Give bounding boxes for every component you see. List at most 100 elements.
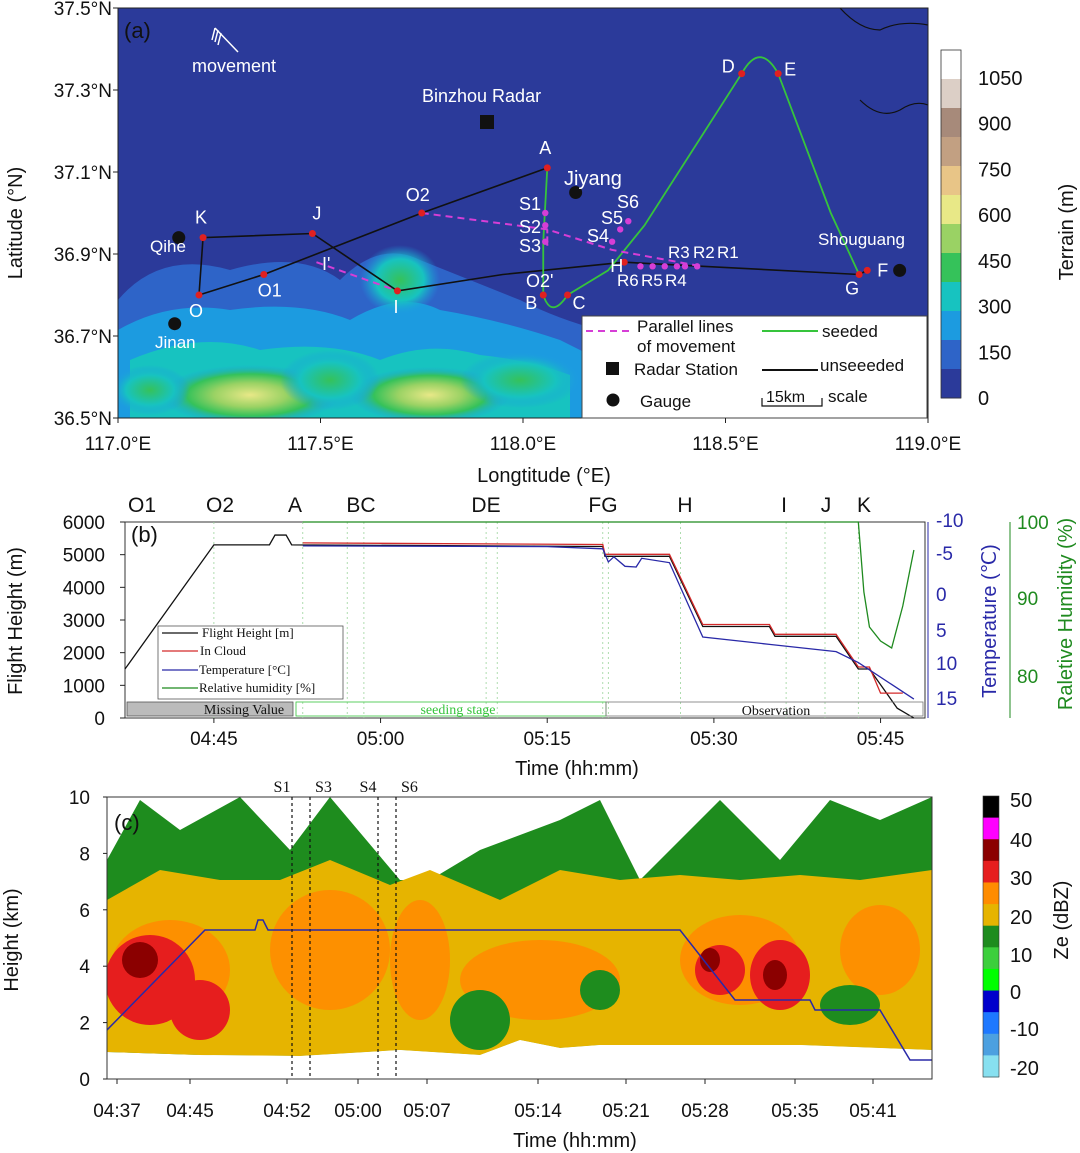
panel-b-y3label: Raletive Humidity (%) <box>1055 518 1077 710</box>
waypoint-b <box>539 291 547 299</box>
ze-colorbar-cell <box>983 860 999 883</box>
event-label: DE <box>471 494 500 517</box>
map-ytick-label: 37.5°N <box>54 0 112 20</box>
seeding-marker-label: S4 <box>360 779 377 796</box>
waypoint-f <box>863 266 871 274</box>
legend-parallel-label: Parallel lines <box>637 317 733 336</box>
waypoint-c <box>564 291 572 299</box>
ze-colorbar-cell <box>983 796 999 819</box>
map-xtick-label: 119.0°E <box>895 434 961 455</box>
waypoint-label-h: H <box>610 256 623 276</box>
ze-colorbar-cell <box>983 817 999 840</box>
b-rh-tick: 100 <box>1017 513 1049 534</box>
terrain-colorbar-cell <box>941 195 961 225</box>
terrain-colorbar-tick: 750 <box>978 159 1011 181</box>
c-xtick-label: 04:45 <box>166 1101 214 1122</box>
seeding-marker-label: S6 <box>401 779 418 796</box>
c-ytick-label: 10 <box>69 788 90 809</box>
b-xtick-label: 05:45 <box>857 729 905 750</box>
scale-value: 15km <box>766 389 805 406</box>
terrain-colorbar-cell <box>941 253 961 283</box>
b-ytick-label: 2000 <box>63 644 105 665</box>
release-label-r5: R5 <box>641 271 663 290</box>
waypoint-i <box>393 287 401 295</box>
gauge-label-jinan: Jinan <box>155 333 196 352</box>
b-ytick-label: 5000 <box>63 546 105 567</box>
waypoint-e <box>774 70 782 78</box>
c-ytick-label: 0 <box>79 1070 90 1091</box>
b-xtick-label: 05:30 <box>690 729 738 750</box>
terrain-colorbar-tick: 900 <box>978 114 1011 136</box>
ze-colorbar-frame <box>982 795 1000 1078</box>
reflectivity-heatmap <box>107 797 932 1079</box>
event-label: FG <box>588 494 617 517</box>
b-xtick-label: 05:15 <box>523 729 571 750</box>
b-temp-tick: 15 <box>936 689 957 710</box>
map-ytick-label: 36.5°N <box>54 409 112 430</box>
b-temp-tick: 10 <box>936 654 957 675</box>
b-temp-tick: -10 <box>936 511 963 532</box>
waypoint-j <box>308 230 316 237</box>
heat-below-cloud <box>107 1040 932 1079</box>
panel-b-y2label: Temperature (℃) <box>979 544 1001 698</box>
terrain-colorbar-cell <box>941 311 961 341</box>
seeding-label-s1: S1 <box>519 194 541 214</box>
terrain-colorbar-tick: 450 <box>978 251 1011 273</box>
release-label-r2: R2 <box>693 243 715 262</box>
ze-colorbar-title: Ze (dBZ) <box>1051 881 1073 960</box>
gauge-label-jiyang: Jiyang <box>564 168 622 190</box>
ze-colorbar: 50 40 30 20 10 0 -10 -20 <box>982 790 1039 1080</box>
c-xtick-label: 05:41 <box>849 1101 897 1122</box>
heat-darkred-zone <box>122 942 158 978</box>
movement-arrow-icon <box>211 27 239 53</box>
b-rh-tick: 90 <box>1017 589 1038 610</box>
heat-lowgreen-zone <box>450 990 510 1050</box>
terrain-colorbar-frame <box>940 49 962 399</box>
legend-parallel-label-2: of movement <box>637 337 736 356</box>
label-i-prime: I' <box>322 254 330 274</box>
c-xtick-label: 05:00 <box>334 1101 382 1122</box>
legend-radar-swatch <box>606 362 619 375</box>
ze-colorbar-tick: 40 <box>1010 830 1032 852</box>
seeded-track <box>542 56 860 309</box>
unseeded-track-2 <box>198 167 548 296</box>
legend-temp-label: Temperature [°C] <box>199 662 290 677</box>
terrain-colorbar: 0 150 300 450 600 750 900 1050 <box>940 49 1023 410</box>
map-axes: 117.0°E 117.5°E 118.0°E 118.5°E 119.0°E 36.5°… <box>54 0 962 455</box>
map-ylabel: Latitude (°N) <box>5 167 27 280</box>
terrain-colorbar-tick: 1050 <box>978 68 1023 90</box>
panel-c-frame <box>106 796 933 1080</box>
seeding-label-s4: S4 <box>587 226 609 246</box>
b-temp-tick: -5 <box>936 544 953 565</box>
ze-colorbar-tick: 0 <box>1010 982 1021 1004</box>
legend-radar-label: Radar Station <box>634 360 738 379</box>
stage-observation-label: Observation <box>742 704 810 719</box>
heat-orange-zone <box>390 900 450 1020</box>
legend-seeded-label: seeded <box>822 322 878 341</box>
map-ytick-label: 36.7°N <box>54 327 112 348</box>
event-label: J <box>821 494 832 517</box>
legend-rh-label: Relative humidity [%] <box>199 680 315 695</box>
seeding-label-s3: S3 <box>519 236 541 256</box>
radar-reflectivity-panel: (c) S1 S3 S4 S6 0 2 4 6 8 10 04:37 04:45 04:52 05:00 0… <box>1 779 1073 1152</box>
heat-orange-zone <box>270 890 390 1010</box>
panel-b-label: (b) <box>131 522 158 547</box>
legend-height-label: Flight Height [m] <box>202 625 294 640</box>
b-ytick-label: 4000 <box>63 578 105 599</box>
terrain-colorbar-cell <box>941 50 961 80</box>
ze-colorbar-cell <box>983 904 999 927</box>
event-label: K <box>857 494 871 517</box>
series-line-height <box>124 534 915 719</box>
ze-colorbar-cell <box>983 1033 999 1056</box>
ze-colorbar-cell <box>983 1055 999 1078</box>
legend-gauge-label: Gauge <box>640 392 691 411</box>
c-flight-track <box>107 919 932 1061</box>
event-label: O2 <box>206 494 234 517</box>
map-ytick-label: 36.9°N <box>54 245 112 266</box>
terrain-colorbar-cell <box>941 166 961 196</box>
terrain-colorbar-cell <box>941 108 961 138</box>
heat-lowgreen-zone <box>580 970 620 1010</box>
waypoint-o <box>195 291 203 299</box>
radar-station-marker <box>480 115 494 129</box>
